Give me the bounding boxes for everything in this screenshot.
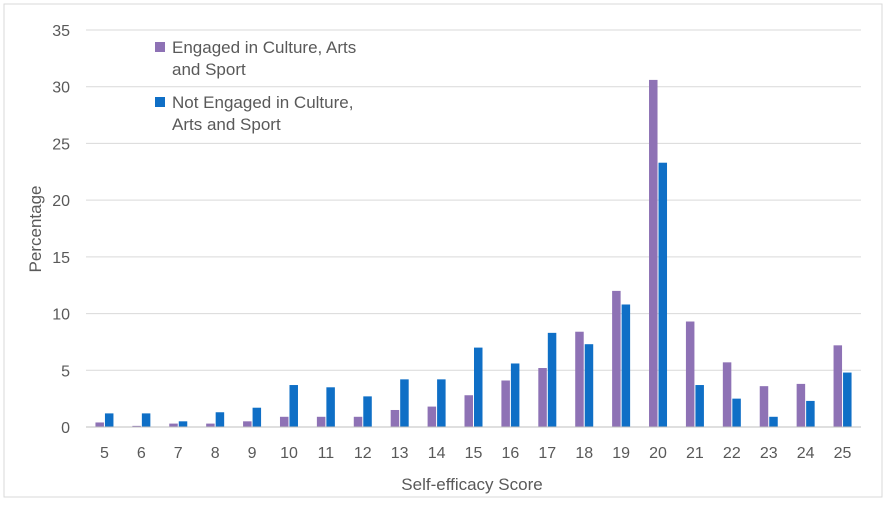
x-tick-label: 11 — [318, 445, 335, 462]
bar-not-engaged-23 — [769, 416, 778, 427]
x-tick-label: 21 — [686, 445, 704, 462]
bar-not-engaged-19 — [621, 304, 631, 427]
y-tick-label: 10 — [52, 307, 70, 324]
y-tick-label: 5 — [61, 363, 70, 380]
bar-not-engaged-17 — [547, 332, 557, 427]
bar-not-engaged-14 — [437, 379, 446, 427]
bar-not-engaged-7 — [178, 421, 188, 427]
legend-swatch-engaged — [155, 42, 165, 52]
x-tick-label: 24 — [797, 445, 815, 462]
y-tick-label: 20 — [52, 193, 70, 210]
bar-engaged-19 — [612, 290, 621, 427]
y-tick-label: 25 — [52, 136, 70, 153]
x-axis-title: Self-efficacy Score — [401, 475, 542, 494]
bar-not-engaged-24 — [806, 400, 815, 427]
x-tick-label: 25 — [834, 445, 852, 462]
x-tick-label: 8 — [211, 445, 220, 462]
legend: Engaged in Culture, Arts and Sport Not Eng… — [155, 38, 356, 134]
bar-not-engaged-21 — [695, 385, 704, 427]
bar-engaged-15 — [464, 395, 473, 427]
x-tick-label: 16 — [502, 445, 520, 462]
bar-not-engaged-10 — [289, 385, 298, 427]
bar-not-engaged-9 — [252, 407, 262, 427]
legend-swatch-not-engaged — [155, 97, 165, 107]
bar-not-engaged-22 — [732, 398, 741, 427]
y-axis-title: Percentage — [26, 186, 45, 273]
bar-engaged-24 — [796, 383, 806, 427]
y-tick-label: 15 — [52, 250, 70, 267]
x-tick-label: 7 — [174, 445, 183, 462]
y-tick-label: 0 — [61, 420, 70, 437]
legend-label: Engaged in Culture, Arts — [172, 38, 356, 57]
bar-engaged-8 — [206, 423, 215, 427]
bar-engaged-23 — [759, 386, 769, 427]
bar-engaged-6 — [132, 425, 141, 427]
x-tick-label: 15 — [465, 445, 483, 462]
bar-not-engaged-25 — [843, 372, 852, 427]
x-tick-label: 13 — [391, 445, 409, 462]
bar-engaged-9 — [243, 421, 252, 427]
bar-engaged-16 — [501, 380, 510, 427]
bar-engaged-20 — [649, 79, 658, 427]
y-tick-label: 35 — [52, 23, 70, 40]
bar-not-engaged-18 — [584, 344, 594, 427]
x-tick-label: 23 — [760, 445, 778, 462]
bar-not-engaged-16 — [510, 363, 520, 427]
bar-not-engaged-5 — [104, 413, 114, 427]
x-tick-label: 20 — [649, 445, 667, 462]
bar-engaged-17 — [538, 368, 547, 427]
legend-label: and Sport — [172, 60, 246, 79]
x-tick-label: 9 — [248, 445, 257, 462]
bar-engaged-7 — [169, 423, 178, 427]
bar-not-engaged-15 — [474, 347, 483, 427]
axes: 0 5 10 15 20 25 30 35 5 6 7 8 9 10 11 12 13 14 15 16 17 18 19 2… — [52, 23, 861, 462]
bar-engaged-21 — [685, 321, 695, 427]
legend-label: Arts and Sport — [172, 115, 281, 134]
bar-not-engaged-12 — [363, 396, 372, 427]
x-tick-label: 6 — [137, 445, 146, 462]
bar-engaged-14 — [427, 406, 437, 427]
gridlines — [86, 29, 861, 371]
bar-engaged-12 — [353, 416, 363, 427]
bar-engaged-25 — [833, 345, 843, 427]
bar-not-engaged-13 — [400, 379, 409, 427]
bar-engaged-5 — [95, 422, 104, 427]
bar-not-engaged-8 — [215, 412, 225, 427]
bar-not-engaged-20 — [658, 162, 668, 427]
legend-label: Not Engaged in Culture, — [172, 93, 353, 112]
x-tick-label: 14 — [428, 445, 446, 462]
bar-engaged-13 — [390, 409, 400, 427]
bar-not-engaged-11 — [326, 387, 335, 427]
bar-engaged-10 — [279, 416, 289, 427]
bar-engaged-11 — [316, 416, 326, 427]
bar-engaged-18 — [575, 331, 584, 427]
bar-engaged-22 — [722, 362, 732, 427]
bar-not-engaged-6 — [141, 413, 151, 427]
x-tick-label: 19 — [612, 445, 630, 462]
x-tick-label: 10 — [280, 445, 298, 462]
bars — [95, 79, 852, 427]
x-tick-label: 5 — [100, 445, 109, 462]
x-tick-label: 18 — [575, 445, 593, 462]
y-tick-label: 30 — [52, 80, 70, 97]
x-tick-label: 22 — [723, 445, 741, 462]
x-tick-label: 12 — [354, 445, 372, 462]
x-tick-label: 17 — [538, 445, 556, 462]
